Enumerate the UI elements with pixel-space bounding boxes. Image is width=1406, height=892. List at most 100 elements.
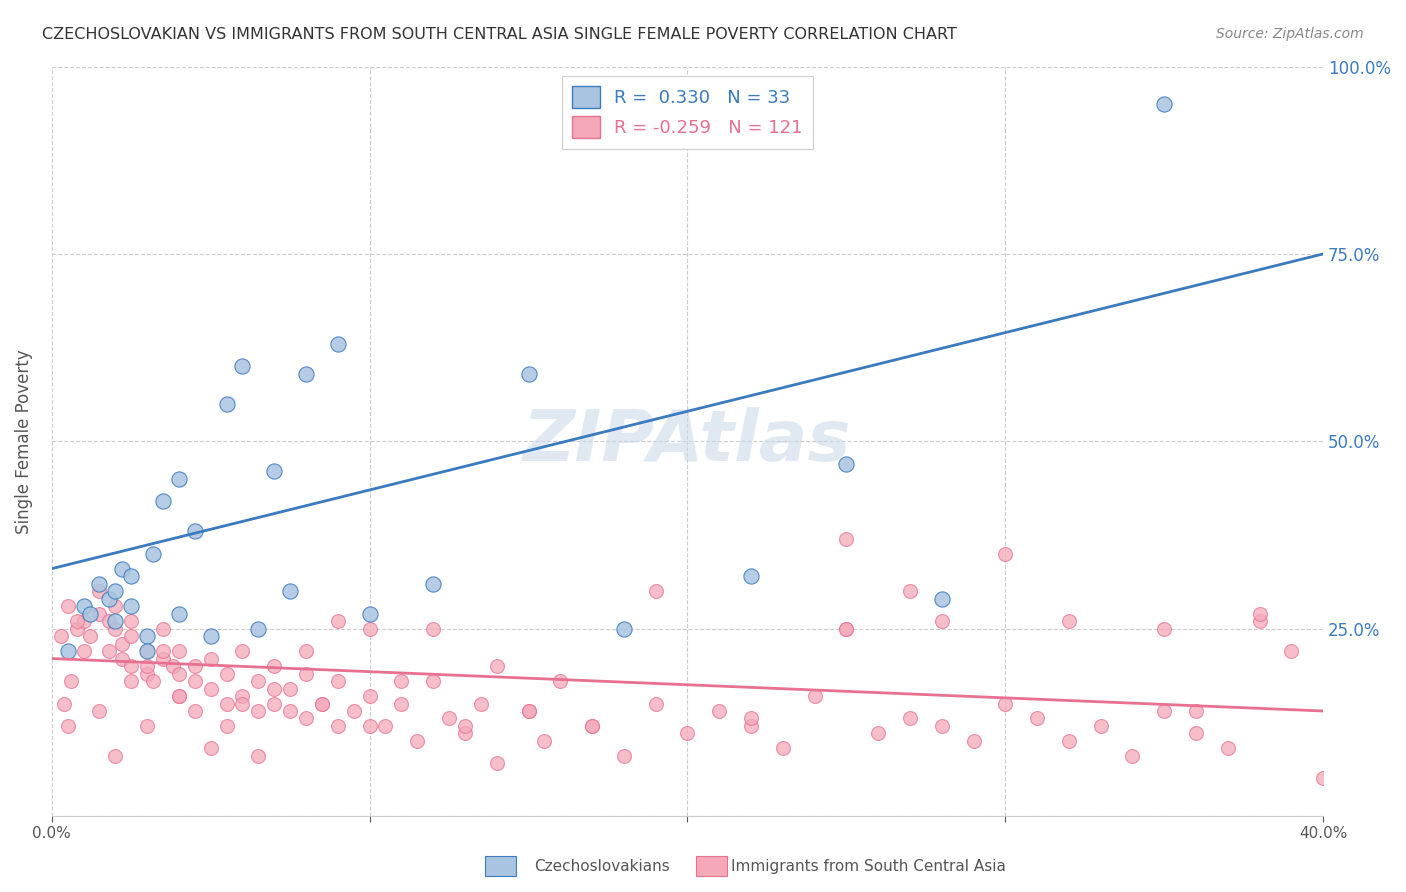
Point bbox=[152, 651, 174, 665]
Point bbox=[470, 697, 492, 711]
Point bbox=[79, 607, 101, 621]
Text: Immigrants from South Central Asia: Immigrants from South Central Asia bbox=[731, 859, 1007, 874]
Text: CZECHOSLOVAKIAN VS IMMIGRANTS FROM SOUTH CENTRAL ASIA SINGLE FEMALE POVERTY CORR: CZECHOSLOVAKIAN VS IMMIGRANTS FROM SOUTH… bbox=[42, 27, 957, 42]
Point bbox=[152, 644, 174, 658]
Point bbox=[162, 659, 184, 673]
Point bbox=[931, 614, 953, 628]
Point bbox=[104, 614, 127, 628]
Point bbox=[247, 622, 270, 636]
Point bbox=[200, 741, 222, 756]
Point bbox=[613, 622, 636, 636]
Point bbox=[136, 659, 159, 673]
Point bbox=[111, 651, 134, 665]
Point bbox=[454, 719, 477, 733]
Point bbox=[184, 659, 207, 673]
Point bbox=[167, 689, 190, 703]
Point bbox=[215, 397, 238, 411]
Point bbox=[422, 576, 444, 591]
Point bbox=[644, 697, 666, 711]
Point bbox=[1153, 97, 1175, 112]
Point bbox=[215, 719, 238, 733]
Point bbox=[167, 689, 190, 703]
Point bbox=[962, 734, 984, 748]
Point bbox=[104, 622, 127, 636]
Point bbox=[994, 547, 1017, 561]
Point bbox=[1249, 607, 1271, 621]
Point bbox=[359, 689, 381, 703]
Text: ZIPAtlas: ZIPAtlas bbox=[523, 407, 852, 475]
Point bbox=[898, 711, 921, 725]
Y-axis label: Single Female Poverty: Single Female Poverty bbox=[15, 349, 32, 533]
Point bbox=[231, 697, 253, 711]
Point bbox=[278, 584, 301, 599]
Point bbox=[120, 614, 142, 628]
Point bbox=[326, 673, 349, 688]
Point bbox=[1216, 741, 1239, 756]
Point bbox=[868, 726, 890, 740]
Point bbox=[120, 659, 142, 673]
Point bbox=[263, 464, 285, 478]
Point bbox=[359, 607, 381, 621]
Point bbox=[120, 569, 142, 583]
Point bbox=[120, 599, 142, 613]
Point bbox=[485, 659, 508, 673]
Text: Source: ZipAtlas.com: Source: ZipAtlas.com bbox=[1216, 27, 1364, 41]
Point bbox=[104, 599, 127, 613]
Point bbox=[1185, 726, 1208, 740]
Point bbox=[136, 644, 159, 658]
Point bbox=[263, 659, 285, 673]
Point bbox=[1057, 614, 1080, 628]
Point bbox=[295, 666, 318, 681]
Legend: R =  0.330   N = 33, R = -0.259   N = 121: R = 0.330 N = 33, R = -0.259 N = 121 bbox=[561, 76, 813, 149]
Point bbox=[311, 697, 333, 711]
Point bbox=[517, 704, 540, 718]
Point bbox=[931, 719, 953, 733]
Point bbox=[231, 644, 253, 658]
Point bbox=[111, 636, 134, 650]
Point bbox=[51, 629, 73, 643]
Point bbox=[72, 599, 94, 613]
Point bbox=[104, 584, 127, 599]
Point bbox=[359, 719, 381, 733]
Point bbox=[97, 644, 120, 658]
Point bbox=[104, 748, 127, 763]
Point bbox=[1121, 748, 1143, 763]
Point bbox=[485, 756, 508, 771]
Point bbox=[311, 697, 333, 711]
Point bbox=[56, 644, 79, 658]
Point bbox=[454, 726, 477, 740]
Point bbox=[53, 697, 76, 711]
Point bbox=[200, 651, 222, 665]
Point bbox=[184, 524, 207, 538]
Point bbox=[89, 584, 111, 599]
Point bbox=[835, 532, 858, 546]
Point bbox=[136, 644, 159, 658]
Point bbox=[215, 697, 238, 711]
Point bbox=[343, 704, 366, 718]
Point bbox=[994, 697, 1017, 711]
Point bbox=[247, 673, 270, 688]
Point bbox=[1057, 734, 1080, 748]
Point bbox=[184, 673, 207, 688]
Point bbox=[142, 547, 165, 561]
Point bbox=[136, 666, 159, 681]
Point bbox=[374, 719, 396, 733]
Point bbox=[550, 673, 572, 688]
Point bbox=[120, 673, 142, 688]
Point bbox=[278, 704, 301, 718]
Point bbox=[1090, 719, 1112, 733]
Point bbox=[709, 704, 731, 718]
Point bbox=[1312, 772, 1334, 786]
Point bbox=[167, 644, 190, 658]
Point bbox=[389, 697, 412, 711]
Point bbox=[772, 741, 794, 756]
Point bbox=[740, 569, 762, 583]
Point bbox=[359, 622, 381, 636]
Point bbox=[835, 622, 858, 636]
Point bbox=[835, 622, 858, 636]
Point bbox=[326, 336, 349, 351]
Point bbox=[803, 689, 825, 703]
Point bbox=[533, 734, 555, 748]
Point bbox=[1026, 711, 1049, 725]
Point bbox=[1185, 704, 1208, 718]
